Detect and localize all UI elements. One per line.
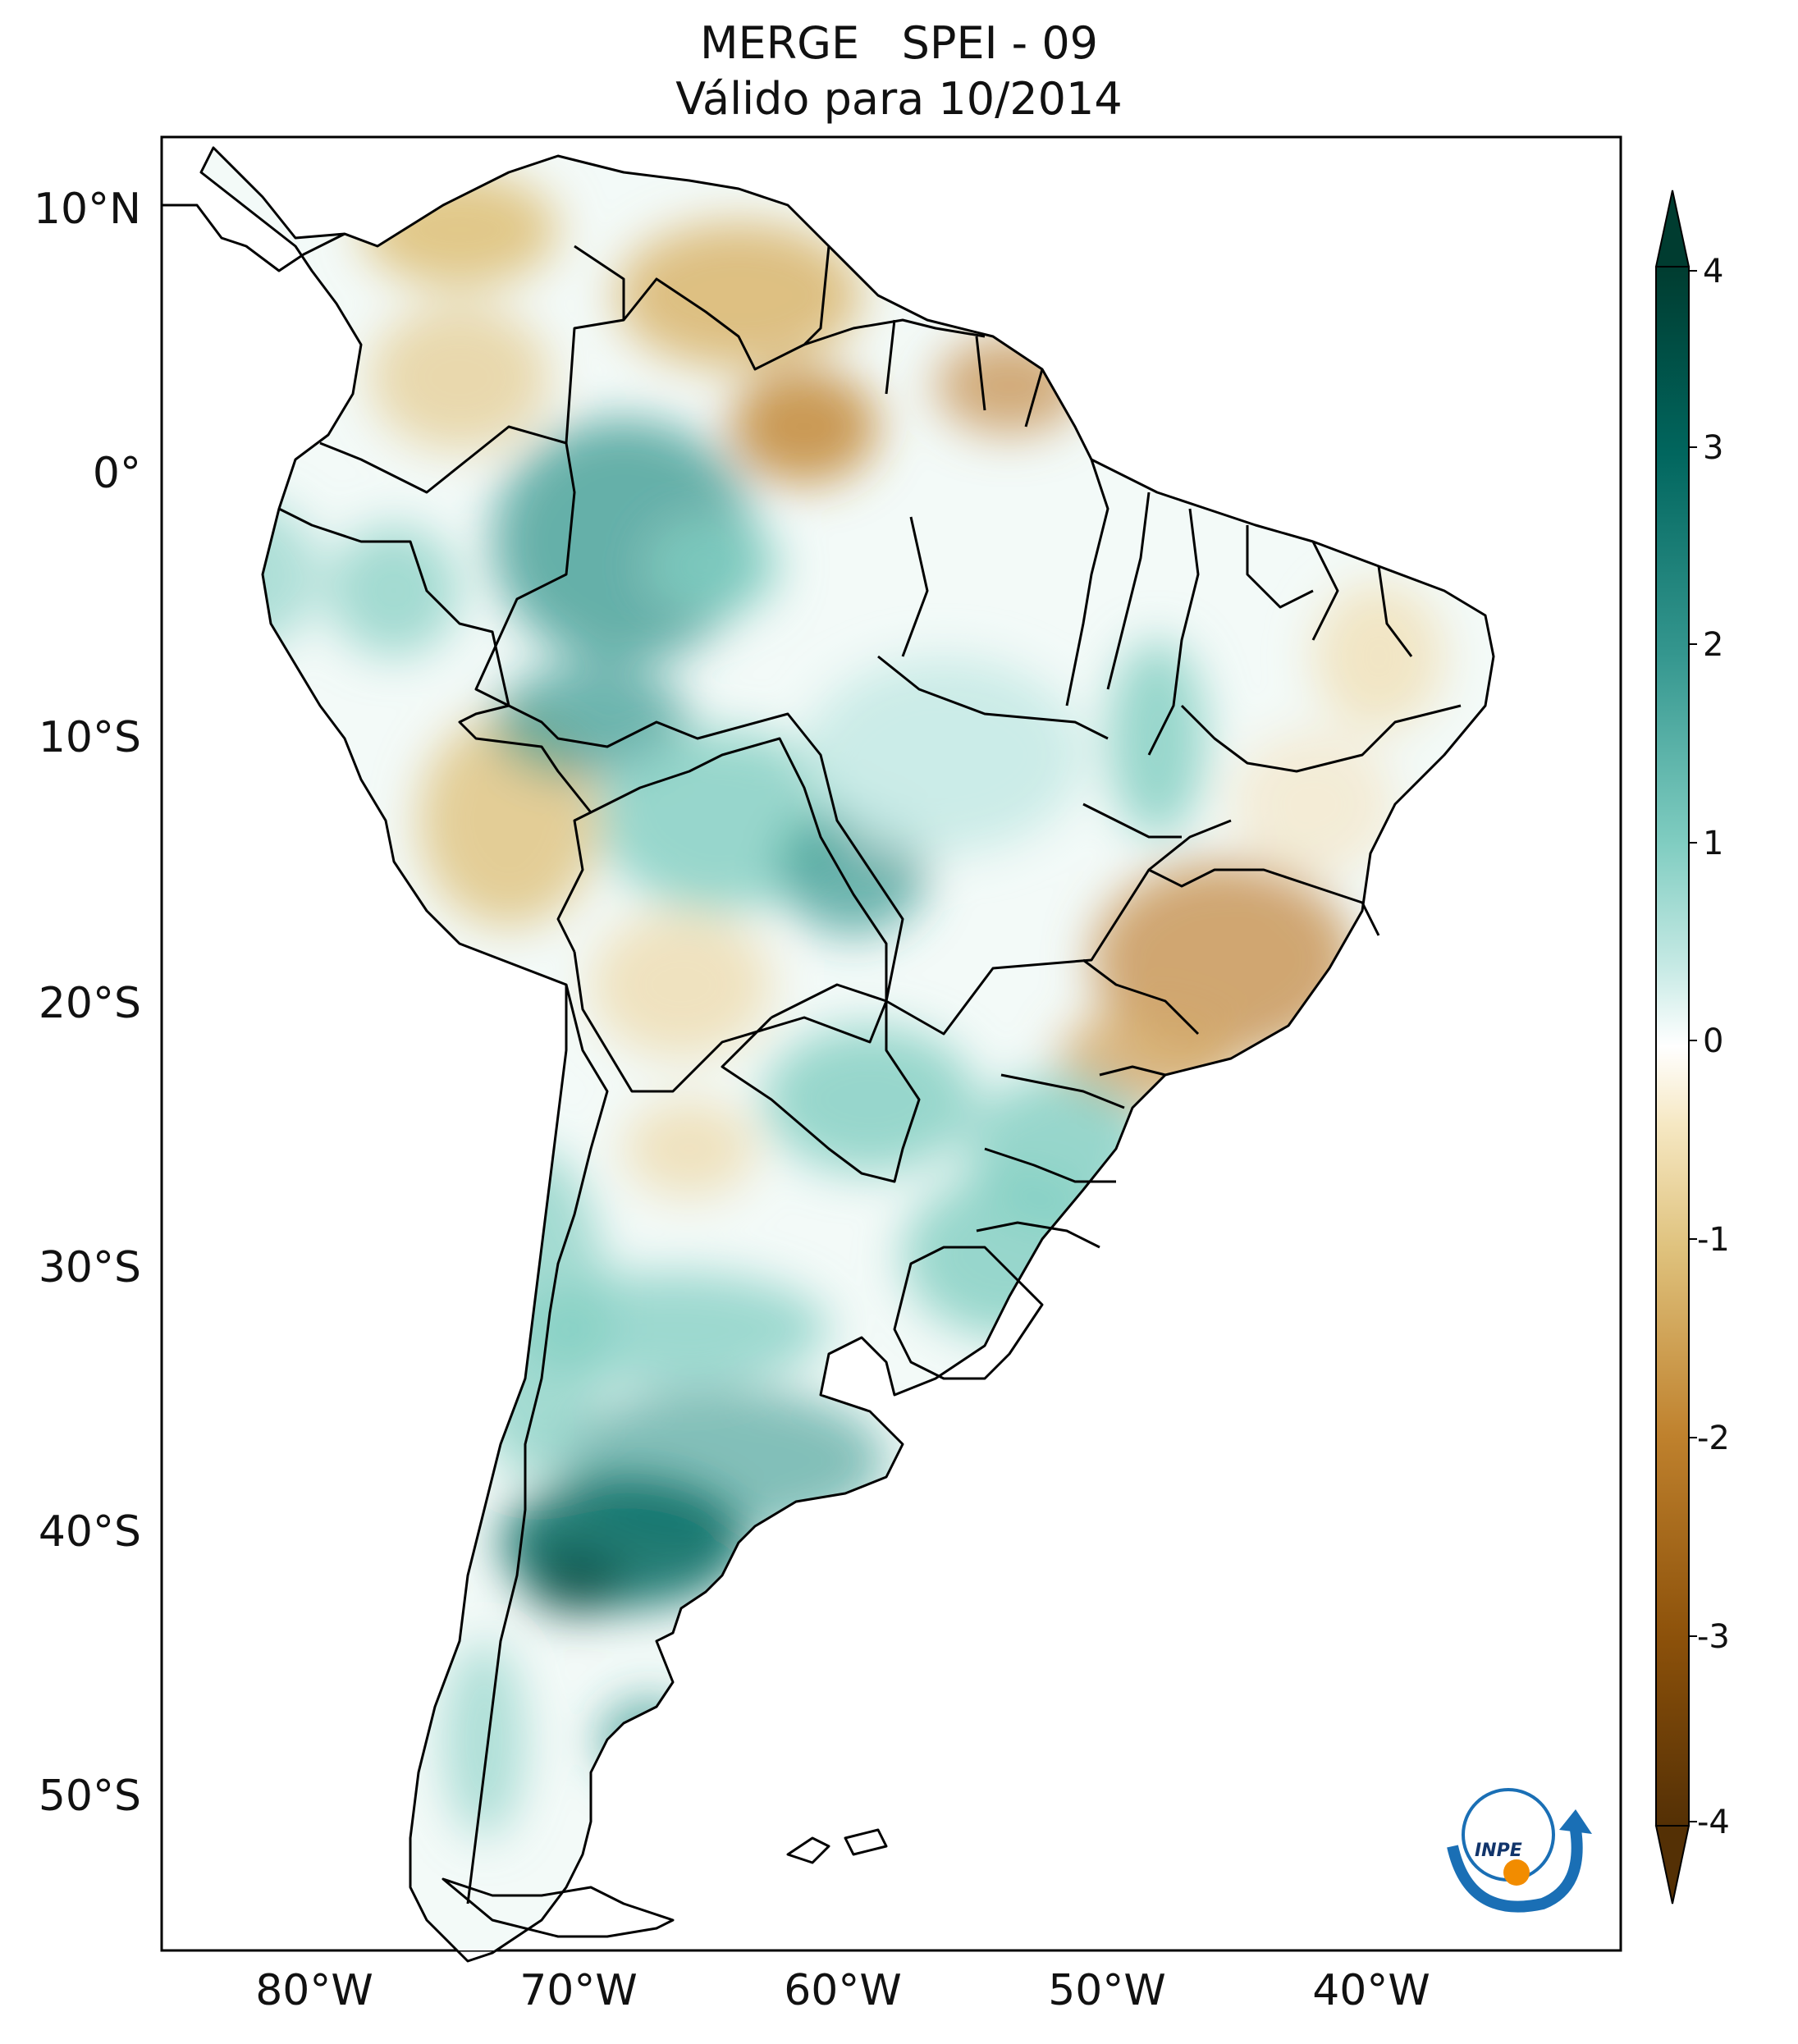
lon-tick-label: 80°W	[255, 1966, 373, 2015]
central-america-outline	[162, 203, 345, 272]
lat-tick-label: 40°S	[39, 1507, 141, 1557]
lat-tick-label: 10°N	[34, 185, 141, 234]
continent-outline	[199, 146, 1495, 1963]
lat-tick-label: 0°	[93, 449, 141, 498]
colorbar-tick-label: 1	[1703, 825, 1723, 862]
colorbar-gradient	[1656, 267, 1689, 1826]
logo-swoosh	[1447, 1829, 1583, 1913]
border-colombia	[319, 245, 625, 494]
logo-text: INPE	[1475, 1841, 1522, 1861]
colorbar-extend-top	[1654, 190, 1690, 268]
map-title: MERGE SPEI - 09	[699, 17, 1099, 69]
lat-tick-label: 30°S	[39, 1243, 141, 1292]
lat-tick-label: 20°S	[39, 979, 141, 1028]
colorbar-tick-label: 2	[1703, 626, 1723, 664]
falkland-islands	[786, 1828, 888, 1864]
map-subtitle: Válido para 10/2014	[675, 73, 1123, 125]
lat-ticks: 10°N 0° 10°S 20°S 30°S 40°S 50°S	[34, 185, 141, 1821]
colorbar-tick-label: -3	[1697, 1618, 1730, 1656]
border-guianas	[803, 318, 1044, 428]
logo-sun	[1503, 1859, 1530, 1886]
inpe-logo: INPE	[1447, 1788, 1592, 1913]
border-uruguay	[893, 1246, 1044, 1380]
colorbar: 4 3 2 1 0 -1 -2 -3 -4	[1654, 190, 1730, 1905]
border-paraguay	[721, 983, 921, 1183]
tierra-del-fuego	[441, 1877, 675, 1938]
border-brazil-states	[877, 459, 1462, 1249]
border-ecuador-peru	[278, 507, 592, 953]
lon-tick-label: 50°W	[1048, 1966, 1166, 2015]
colorbar-tick-label: -2	[1697, 1420, 1730, 1457]
lat-tick-label: 10°S	[39, 713, 141, 762]
lon-tick-label: 70°W	[519, 1966, 638, 2015]
colorbar-tick-label: 4	[1703, 253, 1723, 290]
lon-ticks: 80°W 70°W 60°W 50°W 40°W	[255, 1966, 1430, 2015]
colorbar-tick-label: -4	[1697, 1804, 1730, 1841]
lon-tick-label: 60°W	[784, 1966, 902, 2015]
colorbar-tick-label: 3	[1703, 429, 1723, 467]
colorbar-tick-label: -1	[1697, 1221, 1730, 1259]
colorbar-extend-bottom	[1654, 1825, 1690, 1905]
logo-arrow	[1559, 1809, 1592, 1834]
border-venezuela	[622, 245, 830, 371]
border-bolivia	[573, 737, 888, 1093]
border-brazil-north	[474, 442, 1232, 1036]
lat-tick-label: 50°S	[39, 1772, 141, 1821]
lon-tick-label: 40°W	[1312, 1966, 1430, 2015]
country-borders	[162, 146, 1495, 1963]
colorbar-tick-label: 0	[1703, 1022, 1723, 1060]
border-chile-argentina	[466, 984, 609, 1905]
